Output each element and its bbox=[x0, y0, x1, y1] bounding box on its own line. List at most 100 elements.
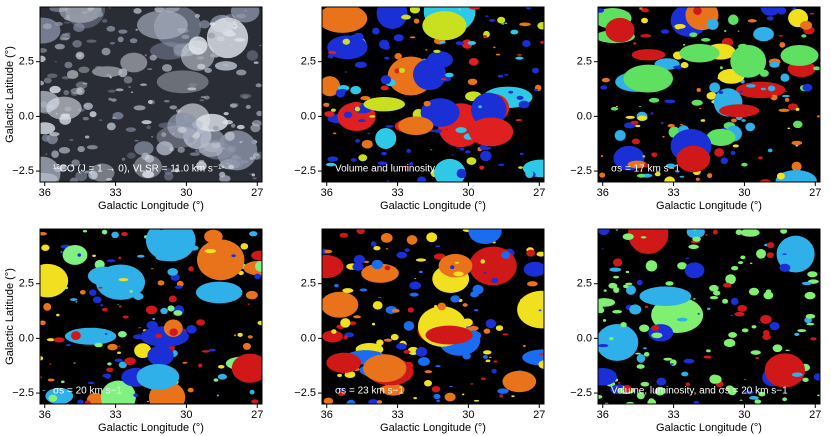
emission-blob bbox=[403, 350, 411, 354]
emission-blob bbox=[72, 39, 82, 48]
emission-blob bbox=[685, 257, 690, 260]
emission-blob bbox=[249, 231, 258, 237]
emission-blob bbox=[322, 254, 344, 279]
emission-blob bbox=[230, 7, 260, 23]
emission-blob bbox=[755, 356, 760, 360]
x-tick-label: 30 bbox=[462, 187, 474, 199]
emission-blob bbox=[363, 354, 407, 383]
emission-blob bbox=[206, 17, 249, 59]
panel-annotation: σs = 17 km s−1 bbox=[611, 164, 680, 175]
emission-blob bbox=[342, 288, 354, 293]
y-tick-label: −2.5 bbox=[12, 387, 34, 399]
emission-blob bbox=[164, 168, 173, 175]
emission-blob bbox=[251, 399, 259, 404]
emission-blob bbox=[252, 177, 257, 180]
emission-blob bbox=[706, 349, 711, 353]
emission-blob bbox=[450, 295, 460, 303]
emission-blob bbox=[344, 370, 356, 379]
emission-blob bbox=[730, 44, 767, 78]
emission-blob bbox=[483, 35, 488, 39]
emission-blob bbox=[327, 156, 339, 162]
emission-blob bbox=[77, 399, 84, 404]
emission-blob bbox=[745, 122, 756, 132]
emission-blob bbox=[723, 338, 736, 348]
emission-blob bbox=[169, 105, 178, 110]
emission-blob bbox=[630, 120, 639, 125]
emission-blob bbox=[598, 298, 616, 307]
emission-blob bbox=[46, 133, 58, 145]
emission-blob bbox=[424, 380, 432, 387]
emission-blob bbox=[128, 85, 132, 89]
emission-blob bbox=[86, 145, 98, 150]
emission-blob bbox=[358, 154, 368, 162]
emission-blob bbox=[40, 80, 45, 86]
emission-blob bbox=[758, 322, 762, 324]
emission-blob bbox=[77, 253, 82, 257]
emission-blob bbox=[353, 32, 364, 41]
emission-blob bbox=[152, 317, 156, 321]
emission-blob bbox=[150, 268, 154, 270]
emission-blob bbox=[776, 172, 785, 180]
emission-blob bbox=[40, 263, 69, 298]
emission-blob bbox=[466, 157, 477, 165]
emission-blob bbox=[118, 361, 127, 369]
emission-blob bbox=[474, 309, 479, 312]
emission-blob bbox=[65, 14, 70, 18]
emission-blob bbox=[635, 352, 641, 355]
emission-blob bbox=[455, 127, 467, 133]
emission-blob bbox=[102, 374, 109, 378]
emission-blob bbox=[234, 102, 239, 107]
emission-blob bbox=[145, 229, 196, 262]
x-tick-label: 30 bbox=[180, 409, 192, 421]
emission-blob bbox=[217, 373, 228, 380]
emission-blob bbox=[254, 273, 261, 280]
emission-blob bbox=[778, 108, 790, 113]
emission-blob bbox=[430, 149, 433, 151]
emission-blob bbox=[107, 362, 112, 366]
emission-blob bbox=[735, 81, 786, 99]
emission-blob bbox=[409, 292, 419, 297]
emission-blob bbox=[526, 7, 532, 10]
emission-blob bbox=[70, 8, 81, 15]
emission-blob bbox=[398, 345, 405, 349]
emission-blob bbox=[76, 53, 83, 58]
emission-blob bbox=[98, 12, 103, 17]
emission-blob bbox=[745, 84, 756, 88]
emission-blob bbox=[802, 83, 813, 92]
emission-blob bbox=[156, 125, 199, 149]
emission-blob bbox=[232, 24, 236, 27]
emission-blob bbox=[636, 279, 643, 286]
emission-blob bbox=[155, 333, 163, 339]
emission-blob bbox=[807, 271, 818, 278]
emission-blob bbox=[502, 333, 509, 336]
emission-blob bbox=[209, 22, 216, 26]
emission-blob bbox=[89, 289, 97, 296]
emission-blob bbox=[681, 371, 689, 377]
emission-blob bbox=[101, 19, 108, 23]
emission-blob bbox=[801, 34, 807, 38]
emission-blob bbox=[60, 13, 64, 16]
y-tick-label: −2.5 bbox=[294, 165, 316, 177]
emission-blob bbox=[748, 287, 760, 296]
emission-blob bbox=[493, 360, 498, 363]
emission-blob bbox=[343, 335, 349, 340]
emission-blob bbox=[233, 30, 240, 34]
emission-blob bbox=[123, 76, 133, 84]
emission-blob bbox=[445, 72, 454, 78]
emission-blob bbox=[600, 85, 608, 90]
emission-blob bbox=[519, 152, 524, 156]
emission-blob bbox=[124, 357, 136, 365]
emission-blob bbox=[504, 22, 508, 25]
emission-blob bbox=[82, 116, 90, 121]
emission-blob bbox=[207, 32, 216, 39]
emission-blob bbox=[498, 163, 505, 167]
emission-blob bbox=[247, 303, 250, 306]
emission-blob bbox=[610, 106, 619, 111]
emission-blob bbox=[40, 101, 48, 108]
emission-blob bbox=[111, 98, 117, 102]
emission-blob bbox=[801, 281, 812, 286]
emission-blob bbox=[640, 34, 652, 38]
emission-blob bbox=[324, 111, 335, 117]
emission-blob bbox=[635, 124, 641, 128]
emission-blob bbox=[765, 289, 772, 293]
